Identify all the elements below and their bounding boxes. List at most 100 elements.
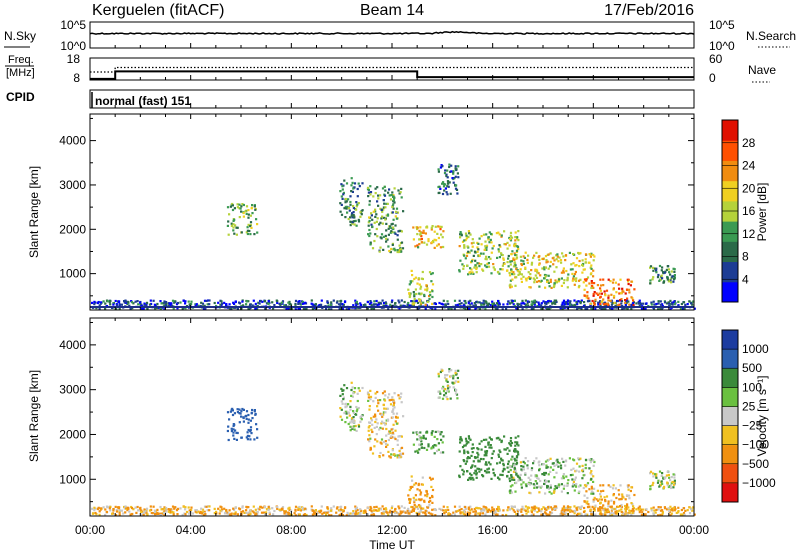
- power-cell: [545, 301, 548, 304]
- power-cell: [203, 304, 206, 307]
- power-cell: [620, 292, 623, 295]
- power-cell: [614, 281, 617, 284]
- velocity-cell: [458, 475, 461, 479]
- velocity-cell: [385, 442, 388, 446]
- velocity-cell: [425, 430, 429, 433]
- power-cell: [517, 230, 520, 233]
- velocity-cell: [387, 432, 390, 435]
- power-cell: [355, 201, 358, 204]
- velocity-cell: [330, 507, 333, 510]
- power-cell: [367, 195, 370, 198]
- power-cell: [440, 302, 443, 305]
- power-cell: [353, 182, 357, 185]
- power-cell: [165, 304, 168, 307]
- power-cell: [478, 237, 481, 240]
- power-cell: [383, 185, 386, 188]
- power-cell: [545, 303, 548, 306]
- power-cell: [561, 307, 564, 310]
- power-cell: [566, 286, 569, 289]
- power-cell: [376, 200, 379, 203]
- power-cell: [571, 272, 574, 275]
- power-cell: [351, 190, 354, 193]
- power-cell: [602, 307, 605, 310]
- velocity-cell: [413, 501, 416, 504]
- power-cell: [454, 165, 457, 168]
- velocity-cell: [418, 448, 421, 451]
- power-cell: [420, 235, 423, 238]
- velocity-cell: [231, 409, 234, 412]
- power-cell: [549, 278, 552, 281]
- velocity-cell: [576, 512, 579, 515]
- velocity-cell: [273, 509, 276, 513]
- velocity-colorbar-tick-label: −1000: [742, 476, 776, 490]
- power-cell: [450, 170, 453, 173]
- power-cell: [610, 299, 613, 302]
- velocity-cell: [372, 514, 376, 517]
- velocity-cell: [357, 425, 361, 428]
- velocity-cell: [586, 506, 590, 509]
- velocity-cell: [514, 459, 517, 462]
- velocity-cell: [396, 456, 399, 459]
- velocity-cell: [458, 474, 461, 477]
- power-cell: [413, 295, 416, 298]
- power-cell: [659, 278, 662, 281]
- power-cell: [459, 231, 462, 234]
- power-cell: [340, 299, 343, 302]
- power-cell: [558, 278, 561, 281]
- power-cell: [514, 264, 517, 267]
- velocity-cell: [672, 483, 676, 486]
- power-cell: [130, 301, 134, 304]
- velocity-cell: [396, 416, 399, 419]
- velocity-cell: [524, 457, 527, 460]
- power-cell: [576, 302, 579, 305]
- x-tick-6: 00:00: [679, 523, 709, 537]
- velocity-cell: [536, 476, 539, 480]
- power-cell: [515, 250, 519, 254]
- power-cell: [498, 233, 501, 236]
- power-cell: [538, 303, 541, 306]
- velocity-cell: [529, 478, 532, 481]
- velocity-cell: [387, 450, 390, 453]
- velocity-cell: [350, 394, 353, 397]
- velocity-cell: [143, 508, 146, 511]
- velocity-cell: [630, 502, 633, 505]
- velocity-cell: [299, 509, 302, 512]
- power-cell: [368, 200, 371, 203]
- velocity-cell: [599, 484, 602, 487]
- power-cell: [221, 302, 224, 305]
- velocity-cell: [570, 468, 573, 471]
- power-cell: [339, 202, 342, 205]
- velocity-cell: [545, 464, 548, 467]
- velocity-cell: [431, 488, 435, 492]
- power-cell: [433, 238, 436, 241]
- power-cell: [512, 303, 515, 306]
- velocity-cell: [326, 506, 329, 509]
- power-cell: [450, 308, 453, 311]
- velocity-cell: [109, 505, 112, 508]
- power-cell: [520, 304, 523, 307]
- power-cell: [236, 206, 239, 209]
- velocity-cell: [503, 468, 506, 471]
- power-cell: [476, 250, 479, 253]
- power-cell: [473, 250, 477, 253]
- power-cell: [398, 307, 401, 310]
- velocity-cell: [593, 507, 596, 510]
- power-cell: [391, 205, 394, 209]
- velocity-cell: [586, 496, 589, 500]
- velocity-cell: [530, 469, 533, 472]
- power-cell: [267, 302, 270, 305]
- power-cell: [497, 304, 500, 307]
- velocity-cell: [437, 442, 440, 445]
- power-cell: [400, 230, 403, 233]
- velocity-cell: [375, 418, 378, 421]
- velocity-cell: [170, 511, 174, 514]
- velocity-cell: [482, 475, 485, 478]
- velocity-cell: [571, 510, 575, 513]
- velocity-cell: [140, 509, 143, 512]
- power-cell: [249, 221, 253, 224]
- power-cell: [389, 226, 392, 229]
- velocity-cell: [497, 509, 500, 513]
- power-cell: [492, 244, 495, 248]
- velocity-cell: [604, 508, 607, 512]
- power-cell: [447, 302, 450, 306]
